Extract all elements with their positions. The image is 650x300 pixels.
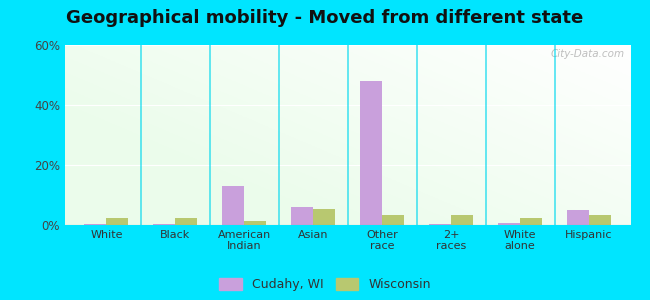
Text: City-Data.com: City-Data.com [551,49,625,58]
Text: Geographical mobility - Moved from different state: Geographical mobility - Moved from diffe… [66,9,584,27]
Bar [360,81,382,225]
Bar [176,218,198,225]
Bar [451,214,473,225]
Bar [222,186,244,225]
Bar [153,224,176,225]
Bar [382,214,404,225]
Bar [429,224,451,225]
Legend: Cudahy, WI, Wisconsin: Cudahy, WI, Wisconsin [216,276,434,294]
Bar [84,224,107,225]
Bar [520,218,542,225]
Bar [567,210,589,225]
Bar [589,214,611,225]
Bar [313,208,335,225]
Bar [291,207,313,225]
Bar [107,218,129,225]
Bar [498,223,520,225]
Bar [244,221,266,225]
